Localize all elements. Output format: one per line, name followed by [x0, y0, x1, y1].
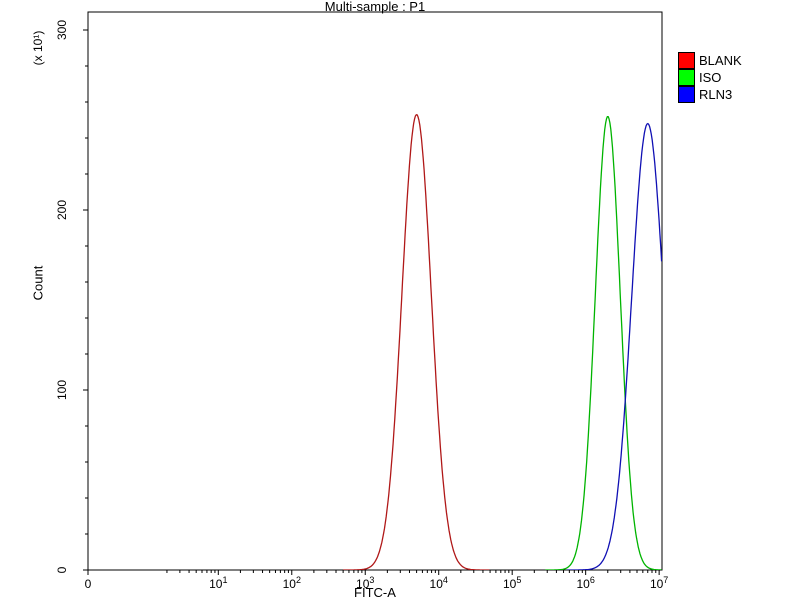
curve-blank: [343, 114, 490, 570]
legend-label: RLN3: [699, 87, 733, 102]
legend-swatch-blank: [678, 52, 695, 69]
svg-text:0: 0: [85, 577, 92, 591]
svg-text:0: 0: [55, 566, 69, 573]
x-axis-label: FITC-A: [354, 585, 396, 600]
legend-item: BLANK: [678, 52, 742, 69]
svg-text:300: 300: [55, 20, 69, 40]
curve-iso: [545, 115, 662, 570]
y-axis-label: Count: [30, 265, 46, 301]
legend-item: RLN3: [678, 86, 742, 103]
legend-item: ISO: [678, 69, 742, 86]
legend-swatch-rln3: [678, 86, 695, 103]
y-axis-scale-note: (x 10¹): [31, 30, 45, 66]
chart-title: Multi-sample : P1: [324, 0, 426, 14]
legend-swatch-iso: [678, 69, 695, 86]
curve-rln3: [566, 122, 662, 570]
legend-label: BLANK: [699, 53, 742, 68]
legend: BLANK ISO RLN3: [678, 52, 742, 103]
svg-text:100: 100: [55, 380, 69, 400]
legend-label: ISO: [699, 70, 722, 85]
svg-text:200: 200: [55, 200, 69, 220]
